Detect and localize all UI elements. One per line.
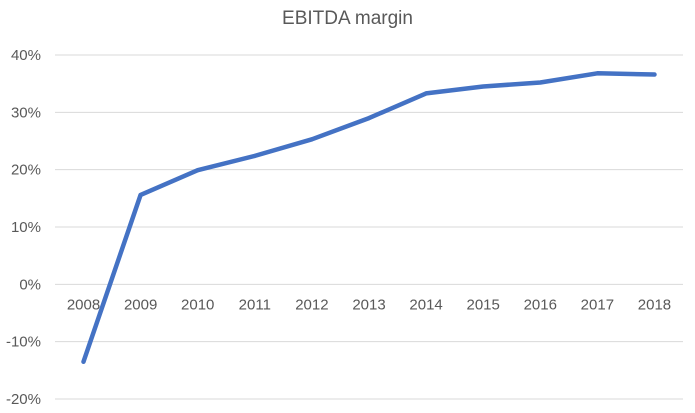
data-point (538, 80, 543, 85)
chart-title: EBITDA margin (282, 8, 413, 29)
data-point (652, 72, 657, 77)
x-tick-label: 2016 (524, 296, 557, 313)
x-tick-label: 2010 (181, 296, 214, 313)
y-tick-label: 30% (11, 104, 41, 121)
data-point (252, 153, 257, 158)
data-point (481, 84, 486, 89)
y-tick-label: 0% (19, 276, 41, 293)
y-tick-label: -10% (6, 334, 41, 351)
y-tick-label: 20% (11, 162, 41, 179)
data-point (81, 359, 86, 364)
x-tick-label: 2018 (638, 296, 671, 313)
data-point (424, 91, 429, 96)
series-layer (81, 71, 657, 364)
data-point (595, 71, 600, 76)
data-point (309, 137, 314, 142)
x-tick-label: 2008 (67, 296, 100, 313)
gridlines (55, 54, 683, 400)
x-axis-tick-labels: 2008 2009 2010 2011 2012 2013 2014 2015 2016 2017… (67, 296, 671, 313)
x-tick-label: 2014 (409, 296, 442, 313)
data-point (367, 116, 371, 121)
y-axis-tick-labels: 40% 30% 20% 10% 0% -10% -20% (6, 47, 41, 408)
data-point (138, 192, 143, 197)
x-tick-label: 2012 (295, 296, 328, 313)
y-tick-label: 40% (11, 47, 41, 64)
y-tick-label: 10% (11, 219, 41, 236)
x-tick-label: 2017 (581, 296, 614, 313)
x-tick-label: 2009 (124, 296, 157, 313)
x-tick-label: 2015 (466, 296, 499, 313)
x-tick-label: 2013 (352, 296, 385, 313)
x-tick-label: 2011 (239, 296, 271, 313)
y-tick-label: -20% (6, 391, 41, 408)
data-point (195, 168, 200, 173)
